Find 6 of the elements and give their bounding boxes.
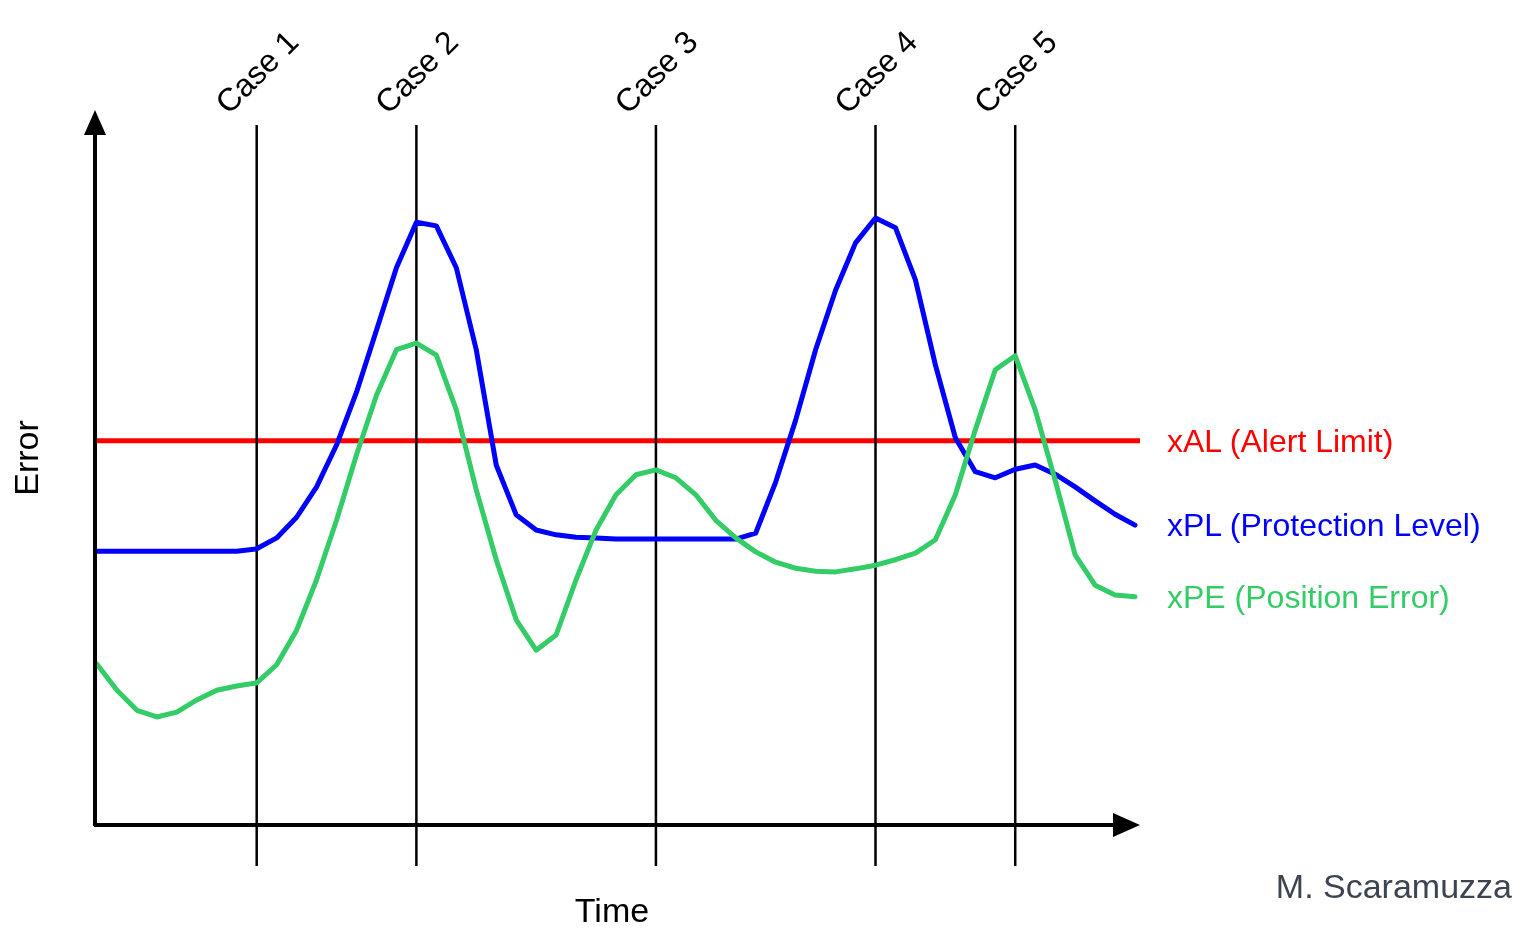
series-label: xPL (Protection Level) (1167, 507, 1481, 544)
series-label: xPE (Position Error) (1167, 578, 1450, 615)
ref-line-label: xAL (Alert Limit) (1167, 422, 1394, 459)
x-axis-title: Time (574, 891, 650, 929)
y-axis-title: Error (7, 420, 45, 496)
text: M. Scaramuzza (1275, 867, 1513, 905)
